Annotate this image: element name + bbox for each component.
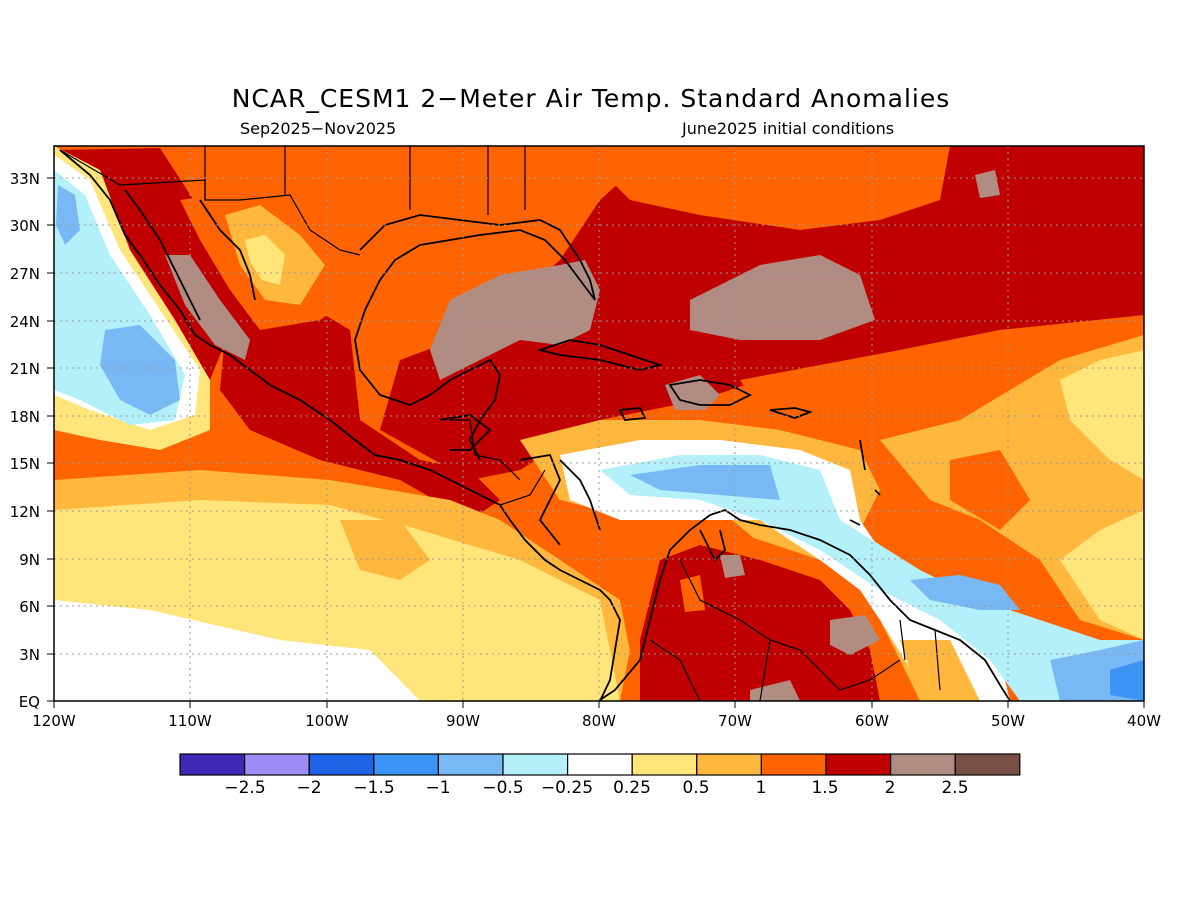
lat-label: 27N [10, 265, 40, 283]
coastlines [59, 149, 1011, 701]
colorbar-swatch [825, 753, 892, 776]
lat-label: 33N [10, 170, 40, 188]
colorbar-swatch [631, 753, 698, 776]
lon-label: 100W [305, 712, 349, 730]
period-label: Sep2025−Nov2025 [240, 119, 397, 138]
colorbar-swatch [696, 753, 762, 776]
lon-label: 50W [991, 712, 1025, 730]
colorbar-swatch [954, 753, 1021, 776]
colorbar-label: −0.5 [482, 778, 523, 798]
lat-label: 15N [10, 455, 40, 473]
lat-label: 12N [10, 503, 40, 521]
colorbar-label: −0.25 [541, 778, 593, 798]
colorbar-label: 2 [885, 778, 896, 798]
lat-labels: 33N 30N 27N 24N 21N 18N 15N 12N 9N 6N 3N… [10, 170, 40, 711]
colorbar-label: 1 [756, 778, 767, 798]
colorbar-swatch [566, 753, 633, 776]
lat-label: 18N [10, 408, 40, 426]
colorbar-label: −1.5 [353, 778, 394, 798]
lon-label: 60W [855, 712, 889, 730]
lat-label: 9N [19, 551, 40, 569]
lon-label: 70W [718, 712, 752, 730]
colorbar-label: −2 [296, 778, 321, 798]
colorbar-swatch [373, 753, 439, 776]
grid [54, 146, 1144, 701]
colorbar-swatch [308, 753, 375, 776]
colorbar-label: −2.5 [224, 778, 265, 798]
lon-labels: 120W 110W 100W 90W 80W 70W 60W 50W 40W [32, 712, 1161, 730]
lon-label: 80W [582, 712, 616, 730]
colorbar-swatches [179, 753, 1021, 776]
colorbar-swatch [244, 753, 310, 776]
colorbar-swatch [889, 753, 956, 776]
lat-label: 24N [10, 313, 40, 331]
lat-label: 30N [10, 217, 40, 235]
colorbar-swatch [502, 753, 569, 776]
colorbar-swatch [760, 753, 827, 776]
colorbar-label: 0.25 [613, 778, 651, 798]
colorbar-swatch [437, 753, 504, 776]
colorbar-label: −1 [425, 778, 450, 798]
lat-label: 3N [19, 646, 40, 664]
map-title: NCAR_CESM1 2−Meter Air Temp. Standard An… [231, 84, 951, 113]
initial-conditions-label: June2025 initial conditions [682, 119, 895, 138]
lat-label: 6N [19, 598, 40, 616]
colorbar-swatch [179, 753, 246, 776]
colorbar-label: 2.5 [941, 778, 968, 798]
colorbar: −2.5 −2 −1.5 −1 −0.5 −0.25 0.25 0.5 1 1.… [179, 753, 1021, 798]
lon-label: 90W [446, 712, 480, 730]
lon-label: 40W [1127, 712, 1161, 730]
lon-label: 120W [32, 712, 76, 730]
lat-label: EQ [19, 693, 40, 711]
tick-marks [47, 177, 1145, 708]
lat-label: 21N [10, 360, 40, 378]
colorbar-labels: −2.5 −2 −1.5 −1 −0.5 −0.25 0.25 0.5 1 1.… [224, 778, 968, 798]
lon-label: 110W [168, 712, 212, 730]
colorbar-label: 1.5 [811, 778, 838, 798]
colorbar-label: 0.5 [682, 778, 709, 798]
